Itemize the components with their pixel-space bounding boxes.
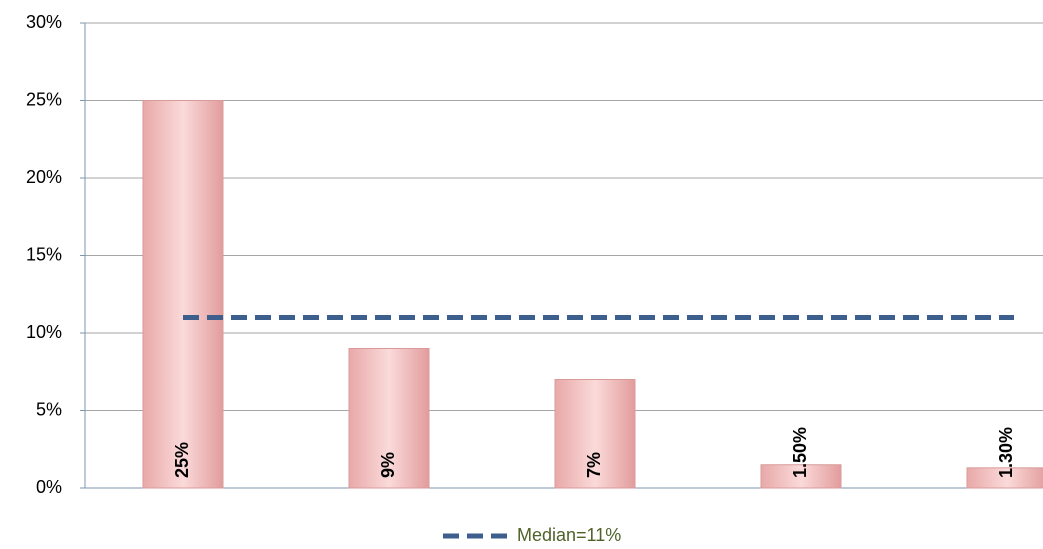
legend-label: Median=11% bbox=[517, 525, 621, 544]
y-tick-label: 5% bbox=[36, 399, 62, 419]
y-tick-label: 0% bbox=[36, 477, 62, 497]
value-label: 1.50% bbox=[790, 427, 810, 478]
bar bbox=[966, 467, 1043, 489]
bar bbox=[348, 348, 430, 489]
value-label: 9% bbox=[378, 452, 398, 478]
value-label: 7% bbox=[584, 452, 604, 478]
y-tick-label: 20% bbox=[26, 167, 62, 187]
y-tick-label: 15% bbox=[26, 244, 62, 264]
y-tick-label: 10% bbox=[26, 322, 62, 342]
bar bbox=[554, 379, 636, 489]
value-label: 25% bbox=[172, 442, 192, 478]
y-tick-label: 25% bbox=[26, 89, 62, 109]
y-tick-label: 30% bbox=[26, 12, 62, 32]
value-label: 1.30% bbox=[996, 427, 1016, 478]
bar bbox=[760, 464, 842, 489]
bar bbox=[142, 100, 224, 489]
